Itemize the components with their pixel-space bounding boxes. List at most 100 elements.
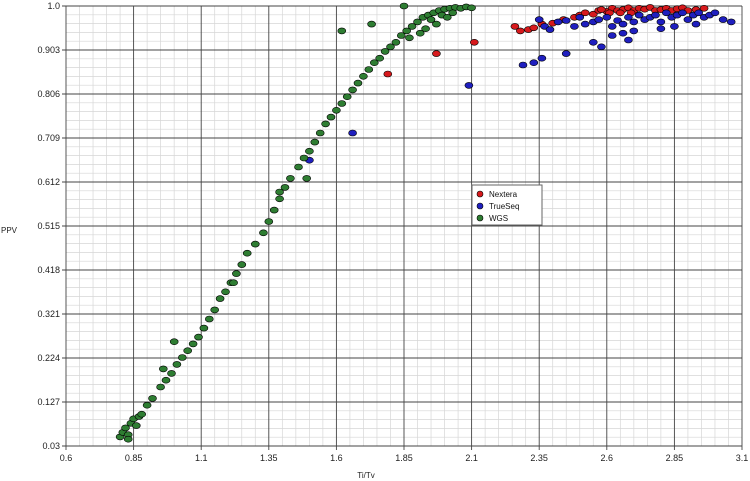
wgs-point: [237, 261, 247, 268]
legend-wgs-marker: [476, 214, 484, 222]
y-tick-label: 0.224: [37, 353, 60, 363]
wgs-point: [280, 184, 290, 191]
wgs-point: [310, 138, 320, 146]
trueseq-point: [537, 54, 547, 62]
wgs-point: [169, 338, 179, 346]
wgs-point: [353, 79, 363, 87]
trueseq-point: [670, 23, 679, 30]
trueseq-point: [553, 18, 563, 26]
trueseq-point: [618, 20, 628, 28]
wgs-point: [275, 188, 284, 196]
trueseq-point: [710, 9, 720, 17]
wgs-point: [396, 32, 406, 39]
wgs-point: [194, 333, 203, 341]
wgs-point: [229, 279, 238, 287]
trueseq-point: [718, 16, 728, 23]
wgs-point: [448, 9, 458, 17]
x-tick-label: 1.1: [195, 453, 208, 463]
y-axis-label: PPV: [1, 226, 18, 235]
legend: Nextera TrueSeq WGS: [471, 184, 543, 226]
trueseq-point: [618, 29, 628, 37]
wgs-point: [167, 370, 176, 377]
wgs-point: [367, 20, 376, 28]
y-tick-label: 0.321: [37, 309, 60, 319]
trueseq-point: [348, 129, 357, 137]
wgs-point: [391, 38, 401, 46]
wgs-point: [299, 154, 309, 162]
wgs-point: [269, 206, 279, 214]
wgs-point: [210, 306, 219, 314]
trueseq-point: [570, 23, 579, 30]
x-tick-label: 0.85: [125, 453, 143, 463]
wgs-point: [251, 240, 260, 248]
wgs-point: [321, 120, 330, 128]
trueseq-point: [691, 20, 701, 28]
wgs-point: [172, 361, 182, 368]
y-tick-label: 0.709: [37, 133, 60, 143]
trueseq-point: [561, 17, 571, 24]
wgs-point: [359, 73, 368, 80]
trueseq-point: [561, 50, 571, 57]
trueseq-point: [580, 20, 590, 28]
y-tick-label: 0.127: [37, 397, 60, 407]
major-gridlines: [62, 5, 743, 450]
wgs-point: [426, 16, 436, 23]
trueseq-point: [624, 13, 633, 21]
trueseq-point: [529, 59, 539, 67]
legend-trueseq-marker: [476, 202, 484, 210]
x-tick-label: 1.35: [260, 453, 278, 463]
wgs-point: [342, 93, 352, 100]
wgs-point: [386, 43, 395, 51]
trueseq-point: [545, 26, 555, 33]
trueseq-point: [464, 82, 474, 89]
trueseq-point: [694, 9, 704, 17]
trueseq-point: [594, 16, 604, 23]
nextera-point: [510, 23, 520, 30]
wgs-point: [337, 100, 347, 107]
trueseq-point: [683, 16, 693, 23]
y-tick-label: 0.903: [37, 45, 60, 55]
trueseq-point: [634, 11, 644, 19]
wgs-point: [148, 395, 157, 402]
trueseq-point: [629, 18, 639, 26]
legend-wgs-label: WGS: [489, 214, 508, 223]
trueseq-point: [602, 13, 612, 21]
x-tick-label: 0.6: [60, 453, 73, 463]
trueseq-point: [656, 25, 666, 33]
wgs-point: [442, 13, 452, 21]
nextera-point: [469, 38, 479, 46]
wgs-point: [364, 66, 374, 73]
trueseq-point: [624, 36, 633, 44]
wgs-point: [369, 59, 379, 67]
wgs-point: [375, 54, 385, 62]
wgs-point: [205, 315, 214, 323]
wgs-point: [407, 23, 417, 30]
wgs-point: [286, 175, 295, 182]
wgs-point: [337, 27, 347, 35]
wgs-point: [405, 34, 414, 42]
trueseq-point: [656, 18, 666, 26]
y-tick-label: 0.418: [37, 265, 60, 275]
x-axis-label: Ti/Tv: [357, 471, 374, 480]
x-tick-label: 2.35: [530, 453, 548, 463]
wgs-point: [178, 354, 187, 361]
y-tick-label: 1.0: [47, 1, 60, 11]
wgs-point: [161, 376, 171, 384]
data-points: [115, 2, 736, 443]
trueseq-point: [518, 61, 528, 69]
nextera-point: [432, 50, 441, 57]
wgs-point: [275, 195, 284, 203]
trueseq-point: [629, 27, 639, 35]
nextera-point: [699, 5, 709, 12]
x-tick-label: 3.1: [736, 453, 749, 463]
wgs-point: [302, 175, 312, 182]
x-tick-label: 2.6: [601, 453, 614, 463]
x-tick-label: 1.6: [330, 453, 343, 463]
wgs-point: [215, 295, 225, 302]
wgs-point: [432, 20, 441, 28]
trueseq-point: [726, 18, 736, 26]
wgs-point: [259, 229, 268, 237]
y-tick-label: 0.806: [37, 89, 60, 99]
wgs-point: [199, 324, 209, 332]
trueseq-point: [534, 16, 544, 23]
